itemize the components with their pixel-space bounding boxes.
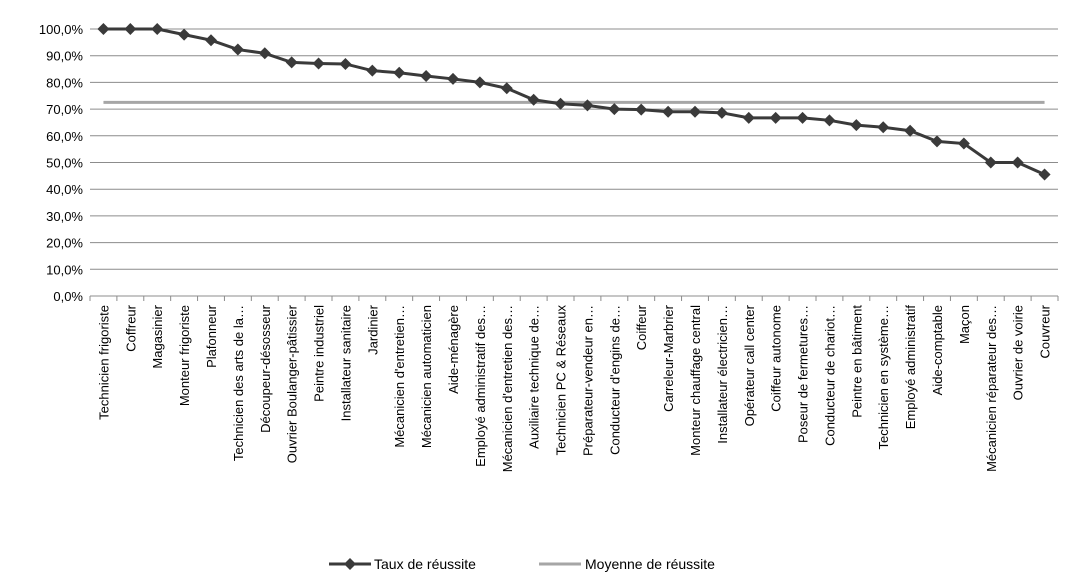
data-point-marker: [662, 105, 675, 118]
x-category-label: Coiffeur: [634, 304, 649, 350]
x-category-label: Jardinier: [365, 304, 380, 355]
x-category-label: Aide-ménagère: [446, 305, 461, 394]
data-point-marker: [742, 111, 755, 124]
data-point-marker: [339, 57, 352, 70]
y-tick-label: 60,0%: [46, 129, 83, 144]
x-category-label: Mécanicien d'entretien des…: [500, 305, 515, 472]
x-category-label: Peintre industriel: [312, 305, 327, 402]
x-category-label: Ouvrier Boulanger-pâtissier: [285, 304, 300, 463]
data-point-marker: [124, 23, 137, 35]
x-axis-category-labels: Technicien frigoriste Coffreur Magasinier M…: [96, 304, 1052, 472]
data-point-marker: [769, 111, 782, 124]
x-category-label: Technicien des arts de la…: [231, 305, 246, 461]
data-point-marker: [581, 99, 594, 112]
data-point-marker: [527, 93, 540, 106]
y-tick-label: 50,0%: [46, 156, 83, 171]
data-point-marker: [957, 137, 970, 150]
legend-marker-diamond: [344, 558, 356, 570]
y-tick-label: 10,0%: [46, 262, 83, 277]
data-point-marker: [877, 121, 890, 134]
x-category-label: Mécanicien réparateur des…: [984, 305, 999, 472]
x-category-label: Conducteur de chariot…: [822, 305, 837, 446]
data-point-marker: [608, 103, 621, 116]
x-category-label: Maçon: [957, 305, 972, 344]
data-point-marker: [473, 76, 486, 89]
x-axis: [89, 295, 1059, 301]
data-point-marker: [500, 82, 513, 95]
data-point-marker: [984, 156, 997, 169]
data-point-marker: [420, 69, 433, 82]
x-category-label: Préparateur-vendeur en…: [580, 305, 595, 456]
y-tick-label: 70,0%: [46, 102, 83, 117]
legend-label-taux-de-reussite: Taux de réussite: [374, 556, 476, 572]
legend: Taux de réussite Moyenne de réussite: [329, 556, 715, 572]
x-category-label: Magasinier: [150, 304, 165, 368]
x-category-label: Monteur chauffage central: [688, 305, 703, 456]
data-point-marker: [178, 28, 191, 41]
x-category-label: Poseur de fermetures…: [796, 305, 811, 443]
y-axis-tick-labels: 0,0% 10,0% 20,0% 30,0% 40,0% 50,0% 60,0% 70,0% 8…: [39, 22, 84, 304]
x-category-label: Carreleur-Marbrier: [661, 304, 676, 412]
x-category-label: Coffreur: [123, 304, 138, 351]
series-taux-de-reussite: [97, 23, 1051, 181]
x-category-label: Auxiliaire technique de…: [527, 305, 542, 449]
data-point-marker: [796, 111, 809, 124]
x-category-label: Monteur frigoriste: [177, 305, 192, 406]
x-category-label: Coiffeur autonome: [769, 305, 784, 412]
data-point-marker: [231, 43, 244, 56]
y-tick-label: 0,0%: [53, 289, 83, 304]
data-point-marker: [312, 57, 325, 70]
y-tick-label: 80,0%: [46, 75, 83, 90]
data-point-marker: [393, 66, 406, 79]
data-point-marker: [823, 114, 836, 127]
x-category-label: Opérateur call center: [742, 304, 757, 426]
x-category-label: Plafonneur: [204, 304, 219, 368]
x-category-label: Couvreur: [1038, 304, 1053, 358]
x-category-label: Technicien frigoriste: [96, 305, 111, 420]
x-category-label: Technicien PC & Réseaux: [554, 305, 569, 456]
x-category-label: Mécanicien automaticien: [419, 305, 434, 448]
data-point-marker: [366, 64, 379, 77]
data-point-marker: [1038, 168, 1051, 181]
data-point-marker: [205, 34, 217, 47]
gridlines: [90, 28, 1058, 270]
x-category-label: Mécanicien d'entretien…: [392, 305, 407, 448]
y-tick-label: 100,0%: [39, 22, 84, 37]
x-category-label: Peintre en bâtiment: [849, 305, 864, 418]
data-point-marker: [285, 56, 298, 69]
x-category-label: Aide-comptable: [930, 305, 945, 395]
data-point-marker: [931, 135, 943, 148]
data-point-marker: [1011, 156, 1024, 169]
x-category-label: Conducteur d'engins de…: [607, 305, 622, 455]
x-category-label: Installateur électricien…: [715, 305, 730, 444]
data-point-marker: [258, 47, 271, 60]
data-point-marker: [904, 124, 917, 137]
data-point-marker: [97, 23, 110, 35]
x-category-label: Employé administratif: [903, 305, 918, 430]
data-point-marker: [689, 105, 701, 118]
data-point-marker: [715, 106, 728, 119]
data-point-marker: [151, 23, 164, 35]
legend-label-moyenne-de-reussite: Moyenne de réussite: [585, 556, 715, 572]
data-point-marker: [635, 103, 648, 116]
x-category-label: Découpeur-désosseur: [258, 304, 273, 433]
y-tick-label: 90,0%: [46, 49, 83, 64]
y-tick-label: 40,0%: [46, 182, 83, 197]
x-category-label: Installateur sanitaire: [338, 305, 353, 421]
data-point-marker: [554, 97, 567, 110]
data-point-marker: [447, 72, 459, 85]
y-tick-label: 30,0%: [46, 209, 83, 224]
x-category-label: Ouvrier de voirie: [1011, 305, 1026, 400]
y-tick-label: 20,0%: [46, 236, 83, 251]
data-point-marker: [850, 119, 863, 132]
x-category-label: Technicien en système…: [876, 305, 891, 450]
x-category-label: Employé administratif des…: [473, 305, 488, 467]
